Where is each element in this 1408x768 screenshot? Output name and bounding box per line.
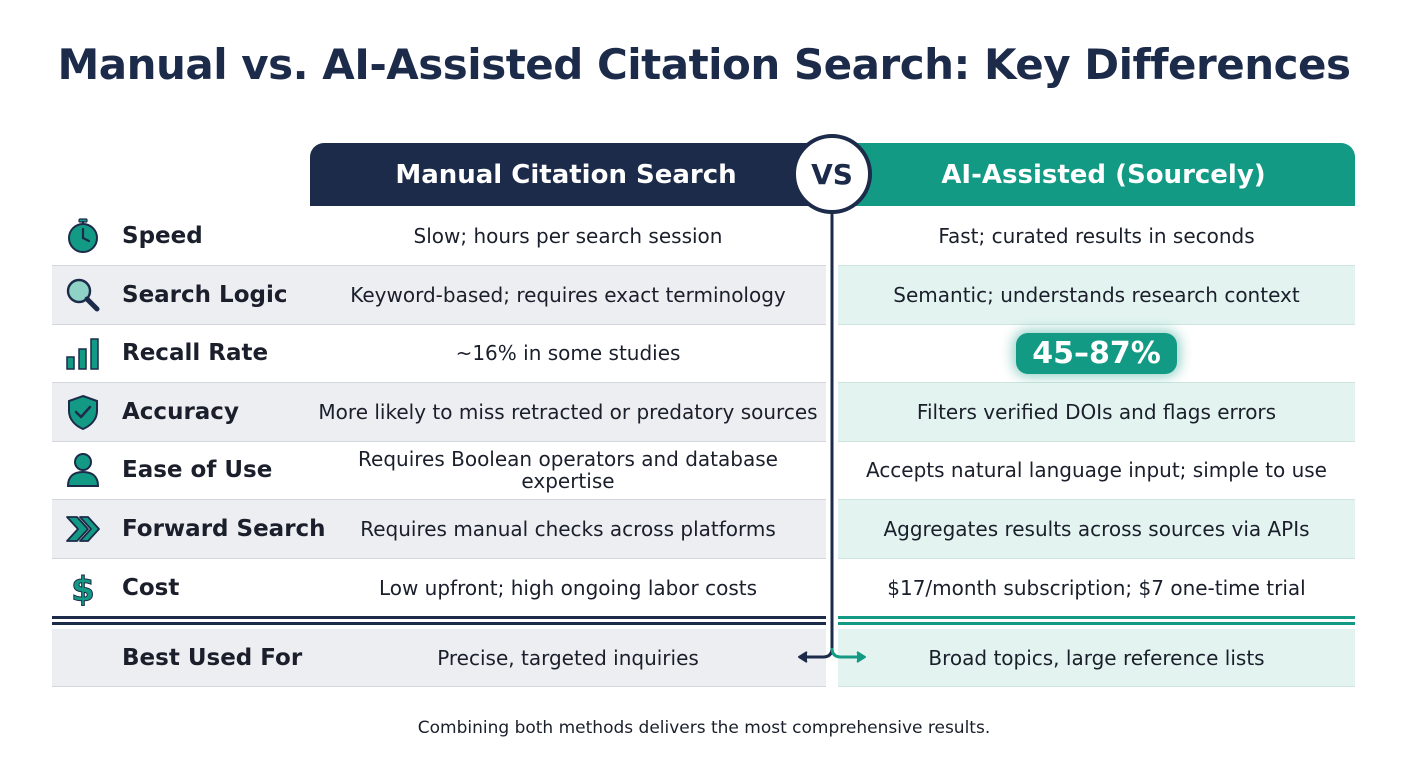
ai-value-forward-search: Aggregates results across sources via AP… bbox=[883, 517, 1310, 541]
manual-value-accuracy: More likely to miss retracted or predato… bbox=[318, 400, 818, 424]
manual-value-forward-search: Requires manual checks across platforms bbox=[360, 517, 776, 541]
person-icon bbox=[66, 453, 100, 487]
row-divider bbox=[52, 498, 826, 500]
bar-chart-icon bbox=[66, 338, 99, 370]
row-right-cell bbox=[838, 629, 1355, 687]
ai-column-header: AI-Assisted (Sourcely) bbox=[832, 143, 1355, 206]
row-label-ease-of-use: Ease of Use bbox=[122, 457, 273, 483]
ai-value-recall-rate-highlight: 45–87% bbox=[1016, 332, 1177, 374]
row-divider bbox=[52, 381, 826, 383]
row-label-accuracy: Accuracy bbox=[122, 399, 239, 425]
row-right-cell bbox=[838, 500, 1355, 558]
manual-value-ease-of-use: Requires Boolean operators and database … bbox=[358, 447, 778, 493]
manual-value-speed: Slow; hours per search session bbox=[413, 224, 723, 248]
shield-check-icon bbox=[68, 394, 98, 430]
ai-value-cost: $17/month subscription; $7 one-time tria… bbox=[887, 576, 1306, 600]
row-divider bbox=[52, 264, 826, 266]
vs-badge: VS bbox=[792, 134, 872, 214]
row-left-cell bbox=[52, 266, 826, 324]
comparison-row-cost: $ Cost Low upfront; high ongoing labor c… bbox=[52, 559, 1355, 617]
page-title: Manual vs. AI-Assisted Citation Search: … bbox=[57, 40, 1351, 89]
row-divider bbox=[52, 323, 826, 325]
manual-value-cost: Low upfront; high ongoing labor costs bbox=[378, 576, 758, 600]
double-chevron-right-icon bbox=[66, 516, 100, 542]
row-label-cost: Cost bbox=[122, 575, 180, 601]
row-divider bbox=[838, 685, 1355, 687]
row-divider bbox=[838, 323, 1355, 325]
best-used-for-ai: Broad topics, large reference lists bbox=[928, 646, 1265, 670]
manual-header-label: Manual Citation Search bbox=[395, 159, 737, 190]
row-label-recall-rate: Recall Rate bbox=[122, 340, 269, 366]
ai-value-ease-of-use: Accepts natural language input; simple t… bbox=[865, 458, 1327, 482]
ai-value-recall-rate-cell: 45–87% bbox=[838, 324, 1355, 382]
comparison-row-search-logic: Search Logic Keyword-based; requires exa… bbox=[52, 266, 1355, 325]
summary-divider-left bbox=[52, 616, 826, 625]
manual-value-recall-rate: ~16% in some studies bbox=[455, 341, 681, 365]
footer-note: Combining both methods delivers the most… bbox=[417, 718, 991, 738]
row-divider bbox=[838, 440, 1355, 442]
row-divider bbox=[838, 381, 1355, 383]
row-left-cell bbox=[52, 383, 826, 441]
dollar-icon: $ bbox=[71, 570, 96, 606]
manual-column-header: Manual Citation Search bbox=[310, 143, 832, 206]
ai-header-label: AI-Assisted (Sourcely) bbox=[941, 159, 1266, 190]
comparison-row-accuracy: Accuracy More likely to miss retracted o… bbox=[52, 383, 1355, 442]
best-used-for-label: Best Used For bbox=[122, 645, 303, 671]
best-used-for-manual: Precise, targeted inquiries bbox=[437, 646, 699, 670]
row-left-cell bbox=[52, 500, 826, 558]
comparison-row-ease-of-use: Ease of Use Requires Boolean operators a… bbox=[52, 441, 1355, 500]
row-divider bbox=[52, 557, 826, 559]
comparison-row-recall-rate: Recall Rate ~16% in some studies 45–87% bbox=[52, 324, 1355, 383]
row-right-cell bbox=[838, 266, 1355, 324]
row-divider bbox=[838, 264, 1355, 266]
row-label-forward-search: Forward Search bbox=[122, 516, 326, 542]
svg-text:$: $ bbox=[71, 570, 95, 606]
magnifier-icon bbox=[66, 278, 100, 312]
row-left-cell bbox=[52, 629, 826, 687]
comparison-row-speed: Speed Slow; hours per search session Fas… bbox=[52, 207, 1355, 266]
row-label-search-logic: Search Logic bbox=[122, 282, 288, 308]
stopwatch-icon bbox=[68, 218, 98, 253]
row-label-speed: Speed bbox=[122, 223, 203, 249]
best-used-for-row: Best Used For Precise, targeted inquirie… bbox=[52, 629, 1355, 687]
summary-divider-right bbox=[838, 616, 1355, 625]
row-divider bbox=[52, 685, 826, 687]
row-divider bbox=[838, 498, 1355, 500]
ai-value-accuracy: Filters verified DOIs and flags errors bbox=[916, 400, 1277, 424]
comparison-row-forward-search: Forward Search Requires manual checks ac… bbox=[52, 500, 1355, 559]
ai-value-search-logic: Semantic; understands research context bbox=[893, 283, 1300, 307]
row-divider bbox=[838, 557, 1355, 559]
manual-value-search-logic: Keyword-based; requires exact terminolog… bbox=[350, 283, 786, 307]
ai-value-speed: Fast; curated results in seconds bbox=[938, 224, 1255, 248]
row-right-cell bbox=[838, 383, 1355, 441]
row-divider bbox=[52, 440, 826, 442]
